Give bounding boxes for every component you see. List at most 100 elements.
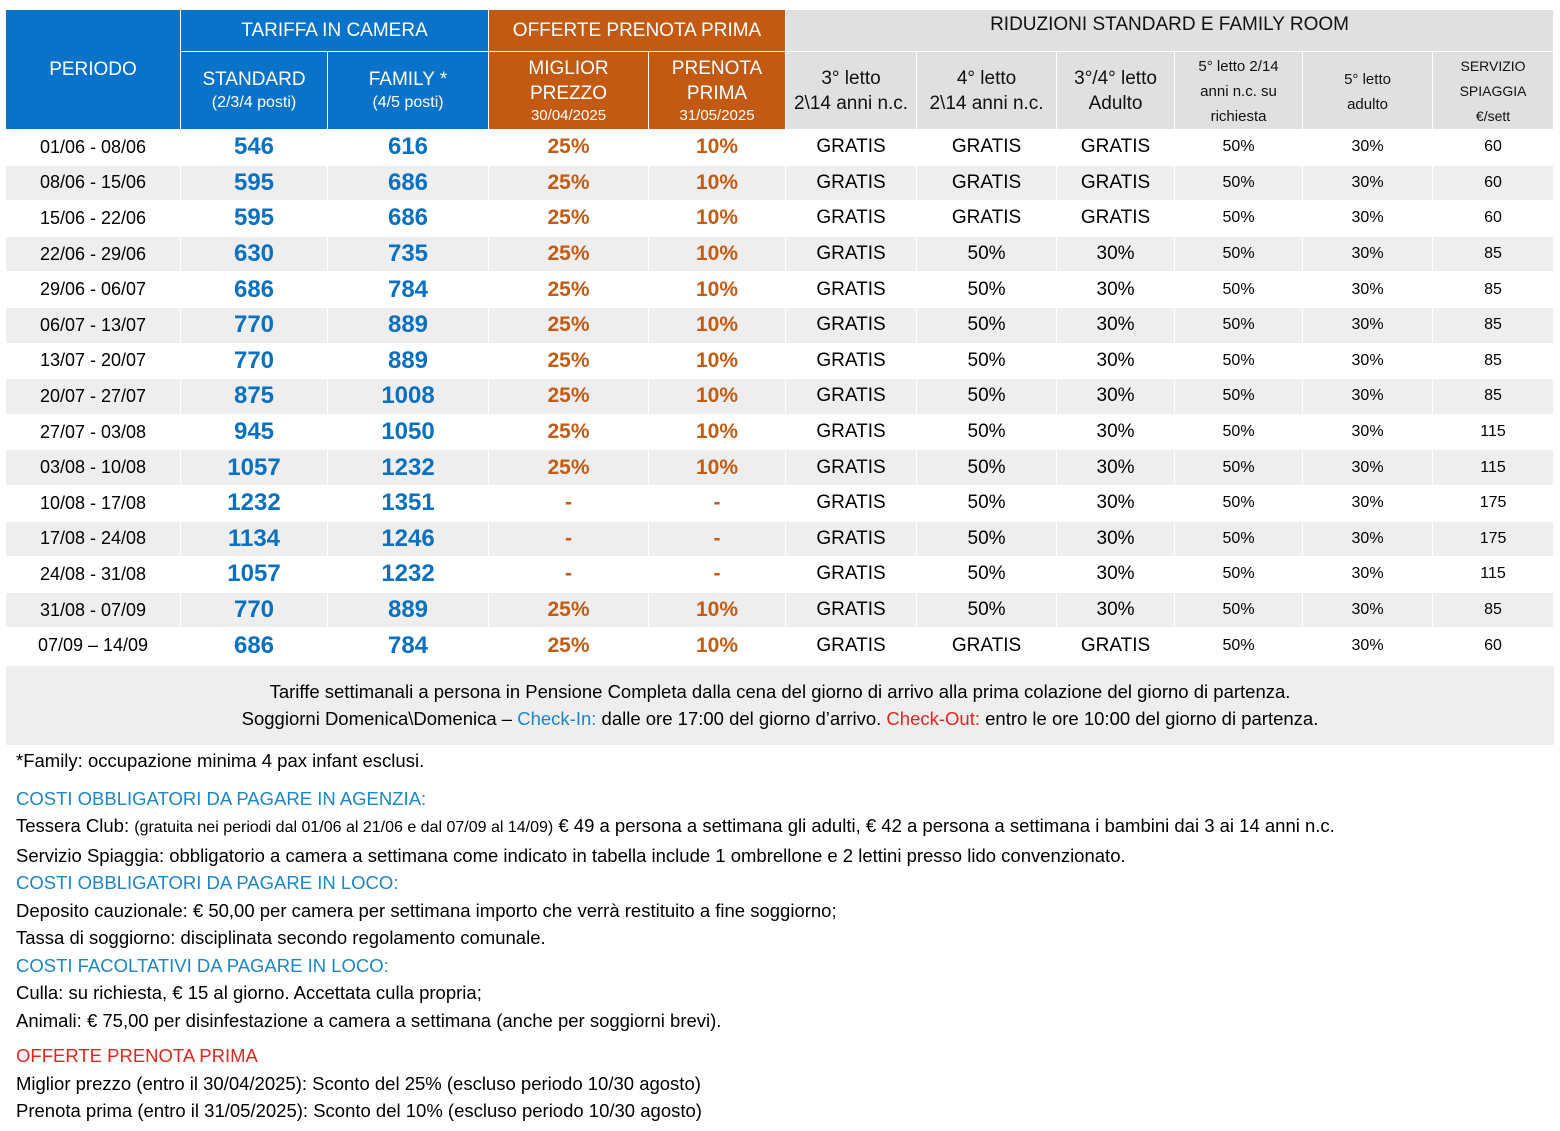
cell-periodo: 13/07 - 20/07 xyxy=(6,343,181,380)
cell-letto-3: GRATIS xyxy=(786,307,918,344)
tassa-note: Tassa di soggiorno: disciplinata secondo… xyxy=(16,927,546,948)
cell-servizio-spiaggia: 175 xyxy=(1433,485,1555,522)
cell-family-price: 784 xyxy=(328,272,490,308)
cell-standard-price: 1057 xyxy=(181,557,328,593)
rates-table: PERIODO TARIFFA IN CAMERA OFFERTE PRENOT… xyxy=(6,10,1555,664)
cell-letto-4: 50% xyxy=(917,414,1058,451)
cell-prenota-prima: 10% xyxy=(649,165,787,202)
checkin-text: dalle ore 17:00 del giorno d’arrivo. xyxy=(596,708,887,729)
cell-letto-3: GRATIS xyxy=(786,485,918,522)
cell-prenota-prima: - xyxy=(649,557,787,593)
cell-miglior-prezzo: - xyxy=(489,485,650,522)
cell-prenota-prima: - xyxy=(649,521,787,558)
header-letto34-line2: Adulto xyxy=(1088,92,1143,114)
cell-letto-5-child: 50% xyxy=(1175,307,1304,344)
cell-letto-5-adulto: 30% xyxy=(1303,521,1434,558)
cell-letto-4: 50% xyxy=(917,343,1058,380)
header-prenota-prima: PRENOTA PRIMA 31/05/2025 xyxy=(649,52,787,130)
cell-letto-3-4-adulto: 30% xyxy=(1057,557,1176,593)
header-letto-5-adulto: 5° letto adulto xyxy=(1303,52,1434,130)
cell-letto-5-child: 50% xyxy=(1175,130,1304,166)
cell-letto-3-4-adulto: 30% xyxy=(1057,272,1176,308)
cell-prenota-prima: 10% xyxy=(649,628,787,664)
header-prenota-date: 31/05/2025 xyxy=(679,106,755,124)
cell-standard-price: 875 xyxy=(181,379,328,415)
cell-letto-3: GRATIS xyxy=(786,521,918,558)
cell-letto-5-child: 50% xyxy=(1175,343,1304,380)
cell-periodo: 22/06 - 29/06 xyxy=(6,236,181,273)
cell-letto-3: GRATIS xyxy=(786,628,918,664)
cell-servizio-spiaggia: 115 xyxy=(1433,414,1555,451)
header-letto-3-4-adulto: 3°/4° letto Adulto xyxy=(1057,52,1176,130)
cell-family-price: 784 xyxy=(328,628,490,664)
rates-body: 01/06 - 08/06 546 616 25% 10% GRATIS GRA… xyxy=(6,130,1555,664)
cell-family-price: 889 xyxy=(328,343,490,380)
cell-periodo: 15/06 - 22/06 xyxy=(6,201,181,237)
cell-prenota-prima: 10% xyxy=(649,592,787,629)
cell-family-price: 686 xyxy=(328,201,490,237)
header-letto-5-child: 5° letto 2/14 anni n.c. su richiesta xyxy=(1175,52,1304,130)
header-letto5a-line2: adulto xyxy=(1347,95,1388,113)
cell-family-price: 616 xyxy=(328,130,490,166)
cell-letto-5-adulto: 30% xyxy=(1303,628,1434,664)
cell-miglior-prezzo: 25% xyxy=(489,628,650,664)
cell-prenota-prima: 10% xyxy=(649,236,787,273)
cell-periodo: 17/08 - 24/08 xyxy=(6,521,181,558)
cell-servizio-spiaggia: 60 xyxy=(1433,130,1555,166)
cell-letto-3: GRATIS xyxy=(786,414,918,451)
cell-standard-price: 630 xyxy=(181,236,328,273)
cell-servizio-spiaggia: 60 xyxy=(1433,165,1555,202)
cell-letto-3: GRATIS xyxy=(786,165,918,202)
table-row: 01/06 - 08/06 546 616 25% 10% GRATIS GRA… xyxy=(6,130,1555,166)
cell-family-price: 1246 xyxy=(328,521,490,558)
cell-letto-5-adulto: 30% xyxy=(1303,485,1434,522)
header-servizio-spiaggia: SERVIZIO SPIAGGIA €/sett xyxy=(1433,52,1555,130)
facoltativi-title: COSTI FACOLTATIVI DA PAGARE IN LOCO: xyxy=(16,954,389,976)
header-miglior-prezzo: MIGLIOR PREZZO 30/04/2025 xyxy=(489,52,650,130)
cell-letto-5-child: 50% xyxy=(1175,485,1304,522)
cell-letto-3-4-adulto: 30% xyxy=(1057,450,1176,486)
table-row: 07/09 – 14/09 686 784 25% 10% GRATIS GRA… xyxy=(6,628,1555,664)
cell-letto-4: 50% xyxy=(917,272,1058,308)
cell-miglior-prezzo: 25% xyxy=(489,343,650,380)
table-row: 24/08 - 31/08 1057 1232 - - GRATIS 50% 3… xyxy=(6,557,1555,593)
cell-letto-5-adulto: 30% xyxy=(1303,343,1434,380)
cell-letto-4: GRATIS xyxy=(917,201,1058,237)
cell-family-price: 889 xyxy=(328,592,490,629)
header-family: FAMILY * (4/5 posti) xyxy=(328,52,490,130)
table-row: 13/07 - 20/07 770 889 25% 10% GRATIS 50%… xyxy=(6,343,1555,380)
table-row: 31/08 - 07/09 770 889 25% 10% GRATIS 50%… xyxy=(6,592,1555,629)
cell-servizio-spiaggia: 175 xyxy=(1433,521,1555,558)
cell-servizio-spiaggia: 60 xyxy=(1433,628,1555,664)
cell-letto-3-4-adulto: 30% xyxy=(1057,307,1176,344)
cell-prenota-prima: 10% xyxy=(649,414,787,451)
cell-letto-5-child: 50% xyxy=(1175,628,1304,664)
notes-section: *Family: occupazione minima 4 pax infant… xyxy=(16,747,1546,1125)
header-letto5a-line1: 5° letto xyxy=(1344,70,1391,88)
cell-standard-price: 1134 xyxy=(181,521,328,558)
agenzia-title: COSTI OBBLIGATORI DA PAGARE IN AGENZIA: xyxy=(16,787,427,809)
cell-standard-price: 595 xyxy=(181,201,328,237)
cell-servizio-spiaggia: 85 xyxy=(1433,236,1555,273)
table-row: 10/08 - 17/08 1232 1351 - - GRATIS 50% 3… xyxy=(6,485,1555,522)
cell-letto-3: GRATIS xyxy=(786,343,918,380)
cell-letto-3-4-adulto: GRATIS xyxy=(1057,628,1176,664)
cell-letto-5-child: 50% xyxy=(1175,236,1304,273)
cell-periodo: 06/07 - 13/07 xyxy=(6,307,181,344)
cell-letto-5-adulto: 30% xyxy=(1303,557,1434,593)
table-row: 15/06 - 22/06 595 686 25% 10% GRATIS GRA… xyxy=(6,201,1555,237)
cell-miglior-prezzo: 25% xyxy=(489,201,650,237)
prenota-prima-note: Prenota prima (entro il 31/05/2025): Sco… xyxy=(16,1100,702,1121)
table-row: 17/08 - 24/08 1134 1246 - - GRATIS 50% 3… xyxy=(6,521,1555,558)
cell-standard-price: 686 xyxy=(181,628,328,664)
miglior-prezzo-note: Miglior prezzo (entro il 30/04/2025): Sc… xyxy=(16,1072,701,1094)
conditions-line-1: Tariffe settimanali a persona in Pension… xyxy=(269,681,1291,702)
cell-letto-5-child: 50% xyxy=(1175,521,1304,558)
header-letto-4: 4° letto 2\14 anni n.c. xyxy=(917,52,1058,130)
cell-letto-5-child: 50% xyxy=(1175,165,1304,202)
cell-periodo: 03/08 - 10/08 xyxy=(6,450,181,486)
cell-servizio-spiaggia: 60 xyxy=(1433,201,1555,237)
header-letto4-line1: 4° letto xyxy=(956,67,1017,89)
cell-letto-4: GRATIS xyxy=(917,165,1058,202)
cell-miglior-prezzo: 25% xyxy=(489,307,650,344)
